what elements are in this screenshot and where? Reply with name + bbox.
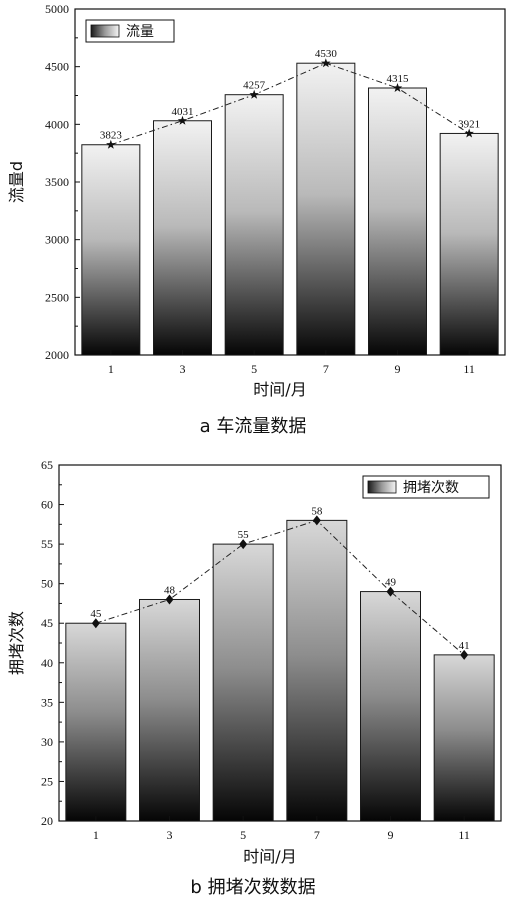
bar — [212, 543, 274, 822]
x-tick-label: 1 — [108, 362, 114, 376]
point-marker — [460, 649, 469, 660]
point-marker — [249, 89, 259, 99]
data-label: 55 — [238, 529, 250, 541]
point-marker — [312, 515, 321, 526]
bar — [224, 94, 284, 356]
data-label: 3823 — [100, 130, 123, 142]
data-label: 3921 — [458, 118, 480, 130]
chart-caption: b 拥堵次数数据 — [190, 877, 315, 898]
x-tick-label: 9 — [388, 828, 394, 842]
chart-caption: a 车流量数据 — [200, 416, 307, 437]
x-tick-label: 7 — [314, 828, 320, 842]
x-tick-label: 11 — [458, 828, 470, 842]
x-tick-label: 1 — [93, 828, 99, 842]
bar — [296, 62, 356, 356]
y-tick-label: 2500 — [45, 290, 69, 304]
legend-swatch — [90, 24, 120, 38]
data-label: 45 — [90, 608, 102, 620]
y-axis-title: 拥堵次数 — [7, 611, 26, 675]
y-tick-label: 20 — [41, 814, 53, 828]
chart-a: 3823403142574530431539212000250030003500… — [7, 2, 506, 437]
trend-line — [95, 519, 465, 656]
data-label: 4031 — [172, 106, 194, 118]
bar — [360, 591, 421, 822]
legend-label: 拥堵次数 — [403, 480, 459, 496]
x-tick-label: 7 — [323, 362, 329, 376]
bar — [65, 622, 127, 822]
y-tick-label: 30 — [41, 735, 53, 749]
point-marker — [177, 115, 188, 125]
y-tick-label: 2000 — [45, 348, 69, 362]
point-marker — [106, 139, 116, 149]
data-label: 4257 — [243, 80, 266, 92]
data-label: 4315 — [387, 73, 410, 85]
bar — [368, 87, 427, 356]
y-tick-label: 3500 — [45, 175, 69, 189]
data-label: 4530 — [315, 48, 338, 60]
data-label: 49 — [385, 577, 397, 589]
data-label: 41 — [459, 640, 470, 652]
y-tick-label: 55 — [41, 537, 53, 551]
x-tick-label: 5 — [240, 828, 246, 842]
bar — [81, 144, 141, 356]
x-axis-title: 时间/月 — [253, 380, 306, 399]
bar — [433, 654, 495, 822]
y-tick-label: 3000 — [45, 233, 69, 247]
x-tick-label: 3 — [167, 828, 173, 842]
trend-line — [110, 62, 470, 146]
point-marker — [386, 586, 395, 597]
y-tick-label: 50 — [41, 577, 53, 591]
x-tick-label: 5 — [251, 362, 257, 376]
point-marker — [239, 539, 248, 550]
legend-label: 流量 — [126, 24, 154, 40]
x-axis-title: 时间/月 — [243, 847, 296, 866]
legend-swatch — [367, 480, 397, 494]
y-tick-label: 35 — [41, 695, 53, 709]
bar — [153, 120, 212, 356]
y-tick-label: 5000 — [45, 2, 69, 16]
y-tick-label: 40 — [41, 656, 53, 670]
x-tick-label: 9 — [395, 362, 401, 376]
y-tick-label: 4000 — [45, 117, 69, 131]
data-label: 58 — [311, 505, 323, 517]
y-tick-label: 45 — [41, 616, 53, 630]
y-tick-label: 65 — [41, 458, 53, 472]
y-tick-label: 4500 — [45, 60, 69, 74]
point-marker — [321, 58, 331, 68]
point-marker — [91, 618, 100, 629]
point-marker — [165, 594, 174, 605]
point-marker — [464, 128, 474, 138]
bar — [139, 598, 200, 822]
x-tick-label: 3 — [180, 362, 186, 376]
data-label: 48 — [164, 584, 176, 596]
point-marker — [392, 83, 403, 93]
bar — [439, 132, 499, 356]
y-tick-label: 60 — [41, 498, 53, 512]
y-tick-label: 25 — [41, 774, 53, 788]
y-axis-title: 流量d — [7, 161, 26, 203]
bar — [286, 519, 348, 822]
x-tick-label: 11 — [463, 362, 475, 376]
